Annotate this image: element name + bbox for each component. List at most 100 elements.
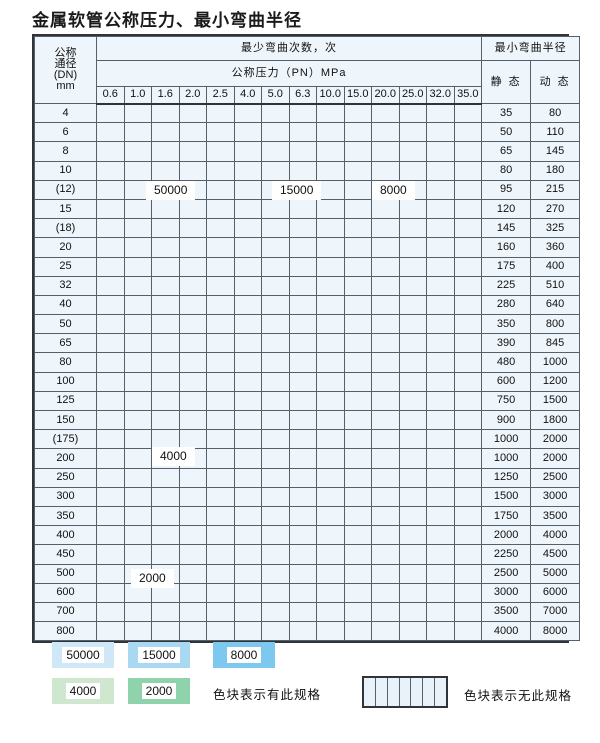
spec-cell-empty	[398, 390, 427, 412]
radius-static-cell: 480	[481, 352, 532, 373]
table-row: 32 225 510	[34, 275, 581, 296]
spec-cell-empty	[426, 525, 455, 546]
spec-cell-filled	[233, 218, 262, 239]
spec-cell-empty	[178, 601, 207, 623]
spec-cell-filled	[96, 563, 125, 584]
pressure-column-header: 5.0	[261, 86, 290, 105]
dn-value-cell: 40	[34, 294, 97, 316]
spec-cell-empty	[288, 505, 317, 527]
radius-group-header: 最小弯曲半径	[481, 36, 581, 61]
spec-cell-empty	[261, 601, 290, 623]
spec-cell-filled	[398, 122, 427, 143]
spec-cell-filled	[233, 237, 262, 258]
spec-cell-empty	[398, 409, 427, 431]
spec-cell-empty	[398, 371, 427, 392]
spec-cell-filled	[96, 352, 125, 373]
spec-cell-empty	[316, 467, 345, 488]
spec-cell-filled	[123, 198, 152, 220]
spec-cell-filled	[288, 275, 317, 296]
spec-cell-filled	[178, 275, 207, 296]
spec-cell-filled	[288, 141, 317, 162]
spec-cell-empty	[288, 467, 317, 488]
spec-cell-filled	[123, 429, 152, 450]
table-row: 6 50 110	[34, 122, 581, 143]
spec-cell-empty	[233, 621, 262, 642]
spec-cell-empty	[343, 467, 372, 488]
dn-value-cell: 65	[34, 333, 97, 354]
spec-cell-empty	[453, 601, 483, 623]
legend-has-spec-text: 色块表示有此规格	[213, 688, 322, 702]
spec-cell-filled	[178, 141, 207, 162]
table-row: 40 280 640	[34, 294, 581, 316]
spec-cell-empty	[316, 429, 345, 450]
radius-static-cell: 600	[481, 371, 532, 392]
spec-cell-filled	[233, 102, 262, 124]
radius-dynamic-cell: 180	[530, 160, 581, 181]
spec-cell-empty	[426, 179, 455, 200]
spec-cell-empty	[233, 563, 262, 584]
spec-cell-empty	[343, 275, 372, 296]
spec-cell-filled	[151, 256, 180, 277]
spec-cell-empty	[233, 525, 262, 546]
dn-value-cell: 200	[34, 448, 97, 469]
radius-dynamic-cell: 6000	[530, 582, 581, 603]
spec-cell-empty	[288, 409, 317, 431]
spec-cell-empty	[261, 390, 290, 412]
spec-cell-filled	[233, 179, 262, 200]
radius-static-cell: 50	[481, 122, 532, 143]
spec-cell-filled	[343, 141, 372, 162]
spec-cell-filled	[288, 314, 317, 335]
radius-static-cell: 900	[481, 409, 532, 431]
spec-cell-empty	[453, 467, 483, 488]
radius-static-cell: 175	[481, 256, 532, 277]
spec-cell-filled	[343, 160, 372, 181]
spec-cell-empty	[343, 486, 372, 507]
spec-cell-filled	[261, 141, 290, 162]
spec-cell-empty	[261, 429, 290, 450]
spec-cell-filled	[178, 294, 207, 316]
spec-cell-filled	[261, 314, 290, 335]
spec-cell-filled	[371, 160, 400, 181]
dn-value-cell: 300	[34, 486, 97, 507]
dn-value-cell: 400	[34, 525, 97, 546]
page-title: 金属软管公称压力、最小弯曲半径	[32, 11, 302, 30]
spec-cell-empty	[453, 448, 483, 469]
spec-cell-filled	[316, 294, 345, 316]
spec-cell-filled	[261, 294, 290, 316]
spec-cell-filled	[123, 390, 152, 412]
legend-chip: 15000	[128, 642, 190, 668]
spec-cell-empty	[316, 621, 345, 642]
spec-cell-empty	[453, 352, 483, 373]
spec-cell-empty	[261, 505, 290, 527]
spec-cell-filled	[206, 102, 235, 124]
spec-cell-filled	[96, 294, 125, 316]
spec-cell-filled	[316, 256, 345, 277]
legend-chip: 2000	[128, 678, 190, 704]
spec-cell-empty	[343, 582, 372, 603]
pressure-column-header: 35.0	[453, 86, 483, 105]
radius-dynamic-cell: 640	[530, 294, 581, 316]
radius-static-cell: 145	[481, 218, 532, 239]
spec-cell-empty	[261, 525, 290, 546]
spec-cell-empty	[371, 486, 400, 507]
radius-static-cell: 1000	[481, 448, 532, 469]
spec-cell-filled	[371, 102, 400, 124]
spec-cell-empty	[343, 409, 372, 431]
pressure-column-header: 25.0	[398, 86, 427, 105]
spec-cell-filled	[123, 160, 152, 181]
spec-cell-empty	[398, 275, 427, 296]
spec-cell-empty	[426, 333, 455, 354]
spec-cell-empty	[453, 486, 483, 507]
spec-cell-empty	[288, 601, 317, 623]
legend-chip: 50000	[52, 642, 114, 668]
spec-cell-filled	[178, 582, 207, 603]
spec-cell-filled	[178, 102, 207, 124]
legend-chip-label: 15000	[138, 647, 180, 663]
radius-static-cell: 120	[481, 198, 532, 220]
radius-dynamic-cell: 270	[530, 198, 581, 220]
spec-cell-filled	[123, 218, 152, 239]
spec-cell-filled	[261, 256, 290, 277]
spec-cell-empty	[453, 294, 483, 316]
spec-cell-empty	[426, 160, 455, 181]
spec-cell-filled	[151, 544, 180, 565]
